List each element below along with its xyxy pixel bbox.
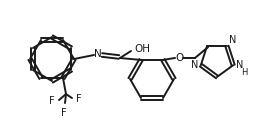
- Text: O: O: [175, 53, 183, 63]
- Text: F: F: [49, 96, 55, 106]
- Text: F: F: [76, 94, 82, 104]
- Text: F: F: [61, 108, 67, 118]
- Text: N: N: [94, 49, 102, 59]
- Text: N: N: [236, 60, 244, 70]
- Text: N: N: [229, 35, 236, 45]
- Text: N: N: [192, 60, 199, 70]
- Text: OH: OH: [134, 44, 150, 54]
- Text: H: H: [241, 68, 247, 77]
